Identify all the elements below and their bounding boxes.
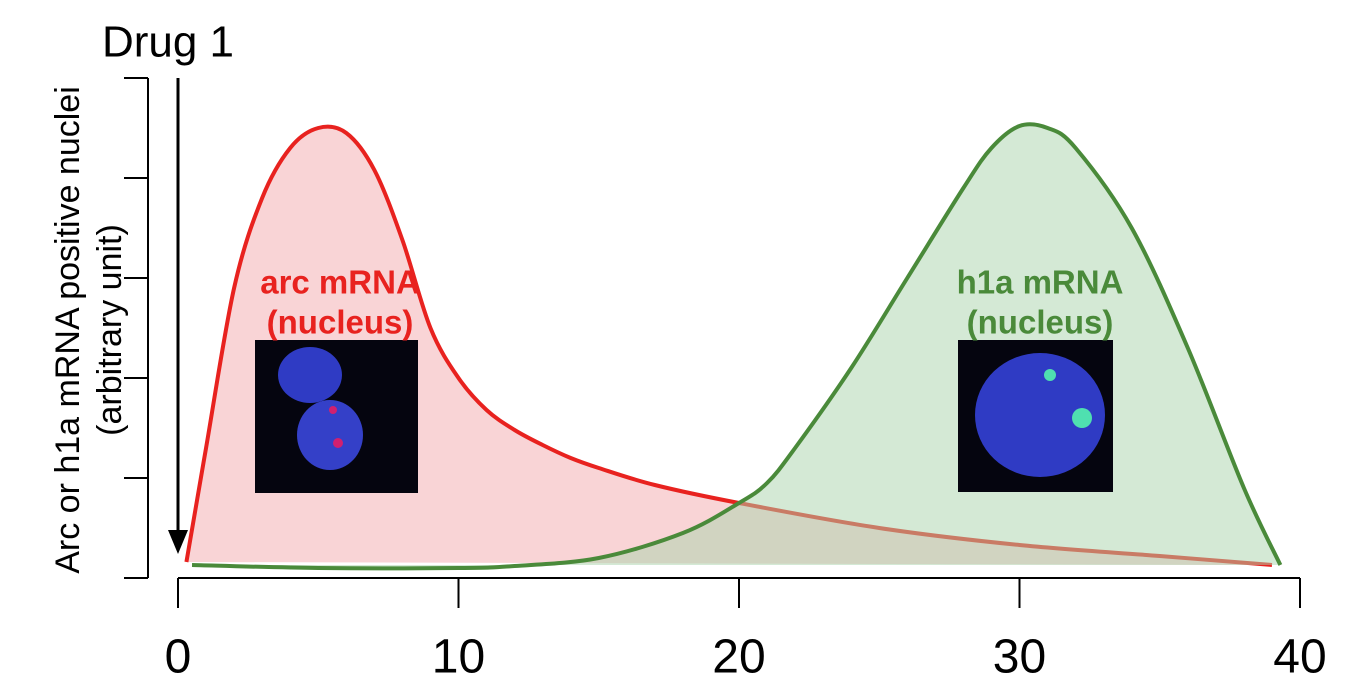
x-tick-label: 20 (712, 631, 765, 684)
nucleus-blob (278, 347, 342, 403)
series-label: arc mRNA (260, 264, 420, 301)
x-tick-label: 40 (1273, 631, 1326, 684)
rna-dot (333, 438, 343, 448)
y-axis-unit: (arbitrary unit) (91, 224, 129, 436)
nucleus-blob (975, 353, 1105, 477)
drug-arrow-head (168, 530, 188, 554)
rna-dot (329, 406, 337, 414)
nucleus-blob (297, 400, 363, 470)
x-tick-label: 0 (165, 631, 192, 684)
micrograph-arc (255, 340, 418, 493)
x-tick-label: 10 (432, 631, 485, 684)
y-axis-label: Arc or h1a mRNA positive nuclei (49, 86, 87, 574)
series-sublabel: (nucleus) (967, 304, 1114, 341)
drug-annotation: Drug 1 (102, 18, 234, 67)
rna-dot (1072, 408, 1092, 428)
micrograph-h1a (958, 340, 1113, 492)
series-sublabel: (nucleus) (267, 304, 414, 341)
x-tick-label: 30 (993, 631, 1046, 684)
series-label: h1a mRNA (957, 264, 1124, 301)
rna-dot (1044, 369, 1056, 381)
